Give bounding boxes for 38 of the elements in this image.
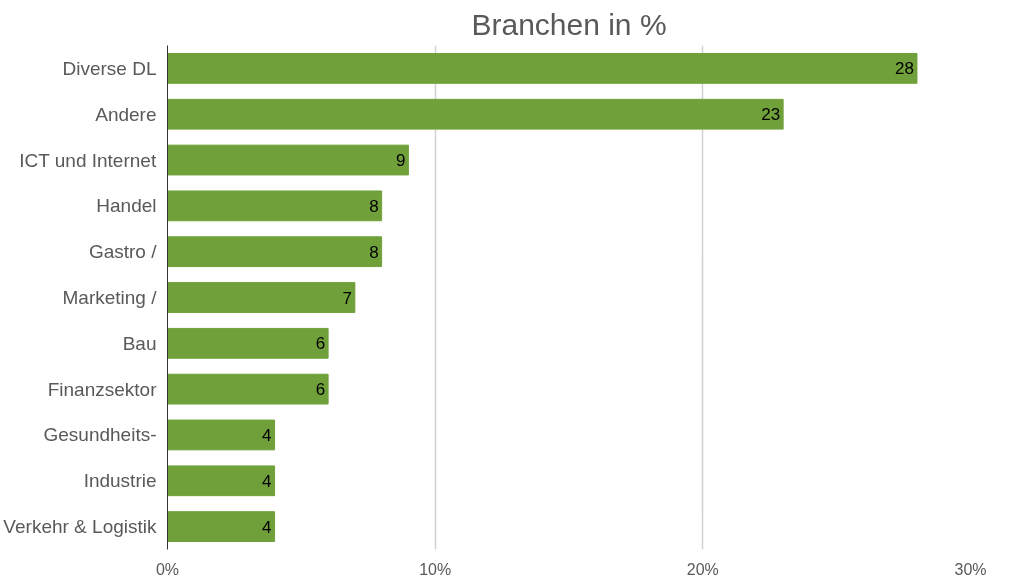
- bar: [167, 190, 383, 222]
- y-tick-label: Gastro /: [88, 241, 158, 263]
- y-tick-label: Industrie: [83, 470, 157, 492]
- bar: [167, 373, 329, 405]
- bar: [167, 465, 276, 497]
- x-tick-label: 20%: [686, 560, 719, 578]
- bar: [167, 511, 276, 542]
- data-label: 4: [262, 517, 272, 537]
- bar: [167, 236, 383, 268]
- bar: [167, 327, 329, 359]
- bar: [167, 144, 409, 176]
- bar: [167, 53, 918, 84]
- y-tick-label: Gesundheits-: [43, 424, 157, 446]
- data-label: 23: [761, 105, 781, 125]
- y-tick-label: Bau: [122, 332, 157, 354]
- y-tick-label: Diverse DL: [62, 57, 157, 79]
- data-label: 6: [315, 380, 326, 400]
- data-label: 9: [395, 151, 406, 171]
- data-label: 7: [342, 288, 352, 308]
- chart-title: Branchen in %: [471, 7, 667, 41]
- data-label: 8: [369, 196, 379, 216]
- y-tick-label: Marketing /: [62, 287, 158, 308]
- x-tick-label: 30%: [954, 560, 987, 578]
- data-label: 8: [369, 242, 379, 262]
- data-label: 28: [895, 59, 914, 79]
- data-label: 4: [262, 425, 272, 445]
- y-tick-label: Handel: [96, 195, 157, 217]
- x-tick-label: 0%: [155, 560, 180, 578]
- data-label: 6: [315, 334, 326, 354]
- x-tick-label: 10%: [419, 560, 452, 578]
- y-tick-label: Andere: [95, 103, 157, 125]
- bar: [167, 98, 784, 130]
- data-label: 4: [262, 471, 272, 491]
- y-tick-label: Finanzsektor: [47, 378, 158, 400]
- y-tick-label: Verkehr & Logistik: [3, 516, 157, 538]
- bar: [167, 282, 356, 313]
- y-tick-label: ICT und Internet: [19, 149, 157, 171]
- bar: [167, 419, 276, 451]
